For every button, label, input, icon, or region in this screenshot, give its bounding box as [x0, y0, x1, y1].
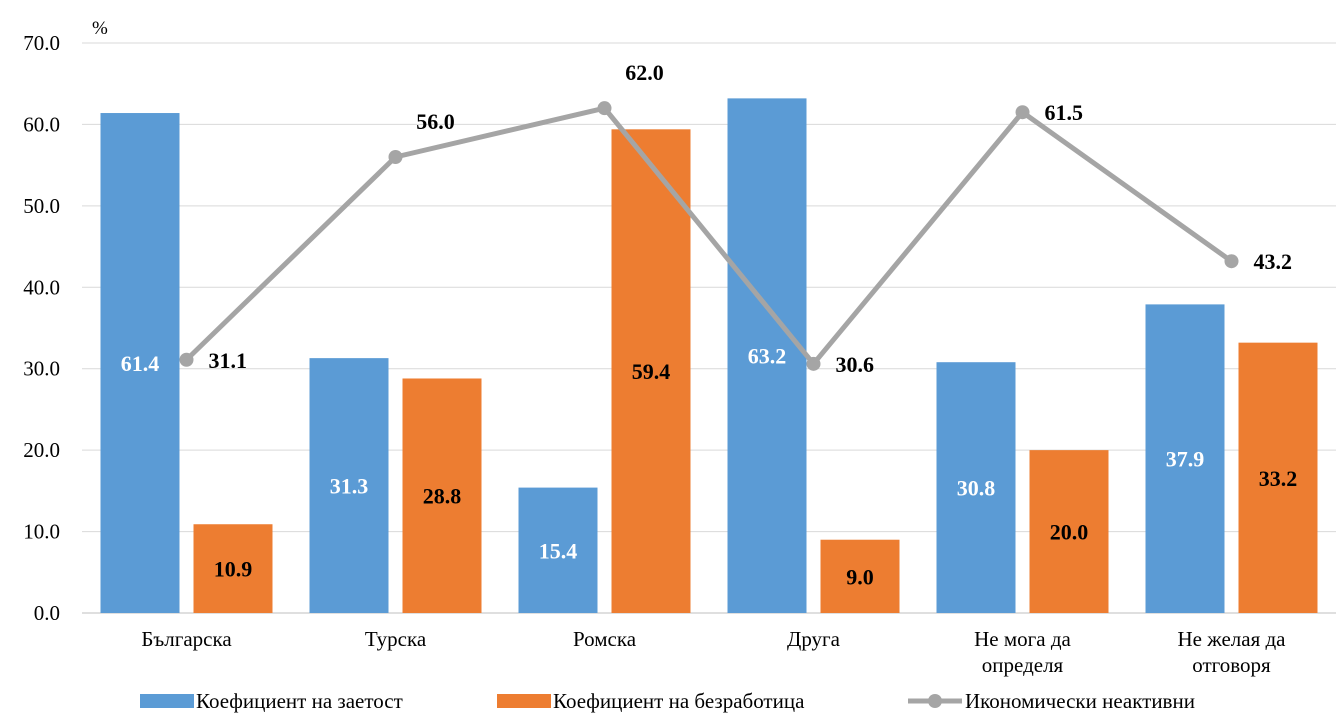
unemployment-value-label: 9.0 — [846, 564, 874, 589]
unemployment-value-label: 20.0 — [1050, 520, 1089, 545]
inactive-point — [1224, 254, 1239, 269]
inactive-series-line — [184, 105, 1233, 367]
inactive-point — [806, 356, 821, 371]
employment-bar — [518, 487, 598, 613]
grid-lines — [82, 42, 1336, 614]
inactive-line — [179, 101, 1239, 371]
legend-label-employment: Коефициент на заетост — [196, 689, 403, 713]
legend-label-unemployment: Коефициент на безработица — [553, 689, 805, 713]
y-tick-label: 10.0 — [23, 520, 60, 544]
unemployment-bar — [820, 539, 900, 613]
y-tick-label: 70.0 — [23, 31, 60, 55]
employment-bar — [100, 113, 180, 614]
unemployment-value-label: 33.2 — [1259, 466, 1298, 491]
unemployment-bar — [193, 524, 273, 613]
y-axis-ticks: 0.0 10.0 20.0 30.0 40.0 50.0 60.0 70.0 — [23, 31, 60, 625]
category-label: Друга — [787, 627, 841, 651]
employment-value-label: 63.2 — [748, 344, 787, 369]
inactive-point — [597, 101, 612, 116]
category-label: определя — [982, 653, 1064, 677]
y-tick-label: 40.0 — [23, 275, 60, 299]
employment-value-label: 30.8 — [957, 476, 996, 501]
employment-value-label: 15.4 — [539, 538, 578, 563]
unemployment-value-label: 59.4 — [632, 359, 671, 384]
inactive-point — [388, 150, 403, 164]
unemployment-value-label: 28.8 — [423, 484, 462, 509]
inactive-value-label: 30.6 — [836, 352, 875, 377]
inactive-point — [179, 352, 194, 367]
legend: Коефициент на заетост Коефициент на безра… — [140, 689, 1195, 713]
y-unit-label: % — [92, 18, 108, 39]
category-label: Не мога да — [974, 627, 1071, 651]
legend-swatch-unemployment — [497, 694, 551, 708]
y-tick-label: 50.0 — [23, 194, 60, 218]
y-tick-label: 30.0 — [23, 357, 60, 381]
unemployment-bar — [1238, 342, 1318, 613]
y-tick-label: 0.0 — [34, 601, 60, 625]
inactive-point — [1015, 105, 1030, 120]
bars — [100, 98, 1318, 614]
inactive-value-label: 61.5 — [1045, 100, 1084, 125]
inactive-value-label: 56.0 — [416, 109, 455, 134]
legend-swatch-inactive-marker — [928, 694, 942, 708]
unemployment-bar — [611, 129, 691, 614]
employment-bar — [1145, 304, 1225, 613]
legend-label-inactive: Икономически неактивни — [965, 689, 1195, 713]
employment-bar — [936, 362, 1016, 613]
employment-bar — [309, 358, 389, 613]
unemployment-bar — [1029, 450, 1109, 613]
category-label: Турска — [365, 627, 427, 651]
y-tick-label: 60.0 — [23, 112, 60, 136]
employment-value-label: 31.3 — [330, 474, 369, 499]
x-axis-categories: Българска Турска Ромска Друга Не мога даопре… — [141, 627, 1286, 677]
category-label: Българска — [141, 627, 232, 651]
inactive-value-label: 31.1 — [209, 348, 248, 373]
employment-value-label: 37.9 — [1166, 447, 1205, 472]
category-label: отговоря — [1192, 653, 1271, 677]
data-labels: 61.4 10.9 31.3 28.8 15.4 59.4 63.2 9.0 30.8 20.0 3… — [121, 60, 1298, 589]
y-tick-label: 20.0 — [23, 438, 60, 462]
category-label: Не желая да — [1177, 627, 1286, 651]
legend-swatch-employment — [140, 694, 194, 708]
employment-bar — [727, 98, 807, 613]
inactive-value-label: 43.2 — [1254, 249, 1293, 274]
unemployment-value-label: 10.9 — [214, 557, 253, 582]
employment-value-label: 61.4 — [121, 351, 160, 376]
inactive-value-label: 62.0 — [625, 60, 664, 85]
unemployment-bar — [402, 378, 482, 613]
category-label: Ромска — [573, 627, 637, 651]
